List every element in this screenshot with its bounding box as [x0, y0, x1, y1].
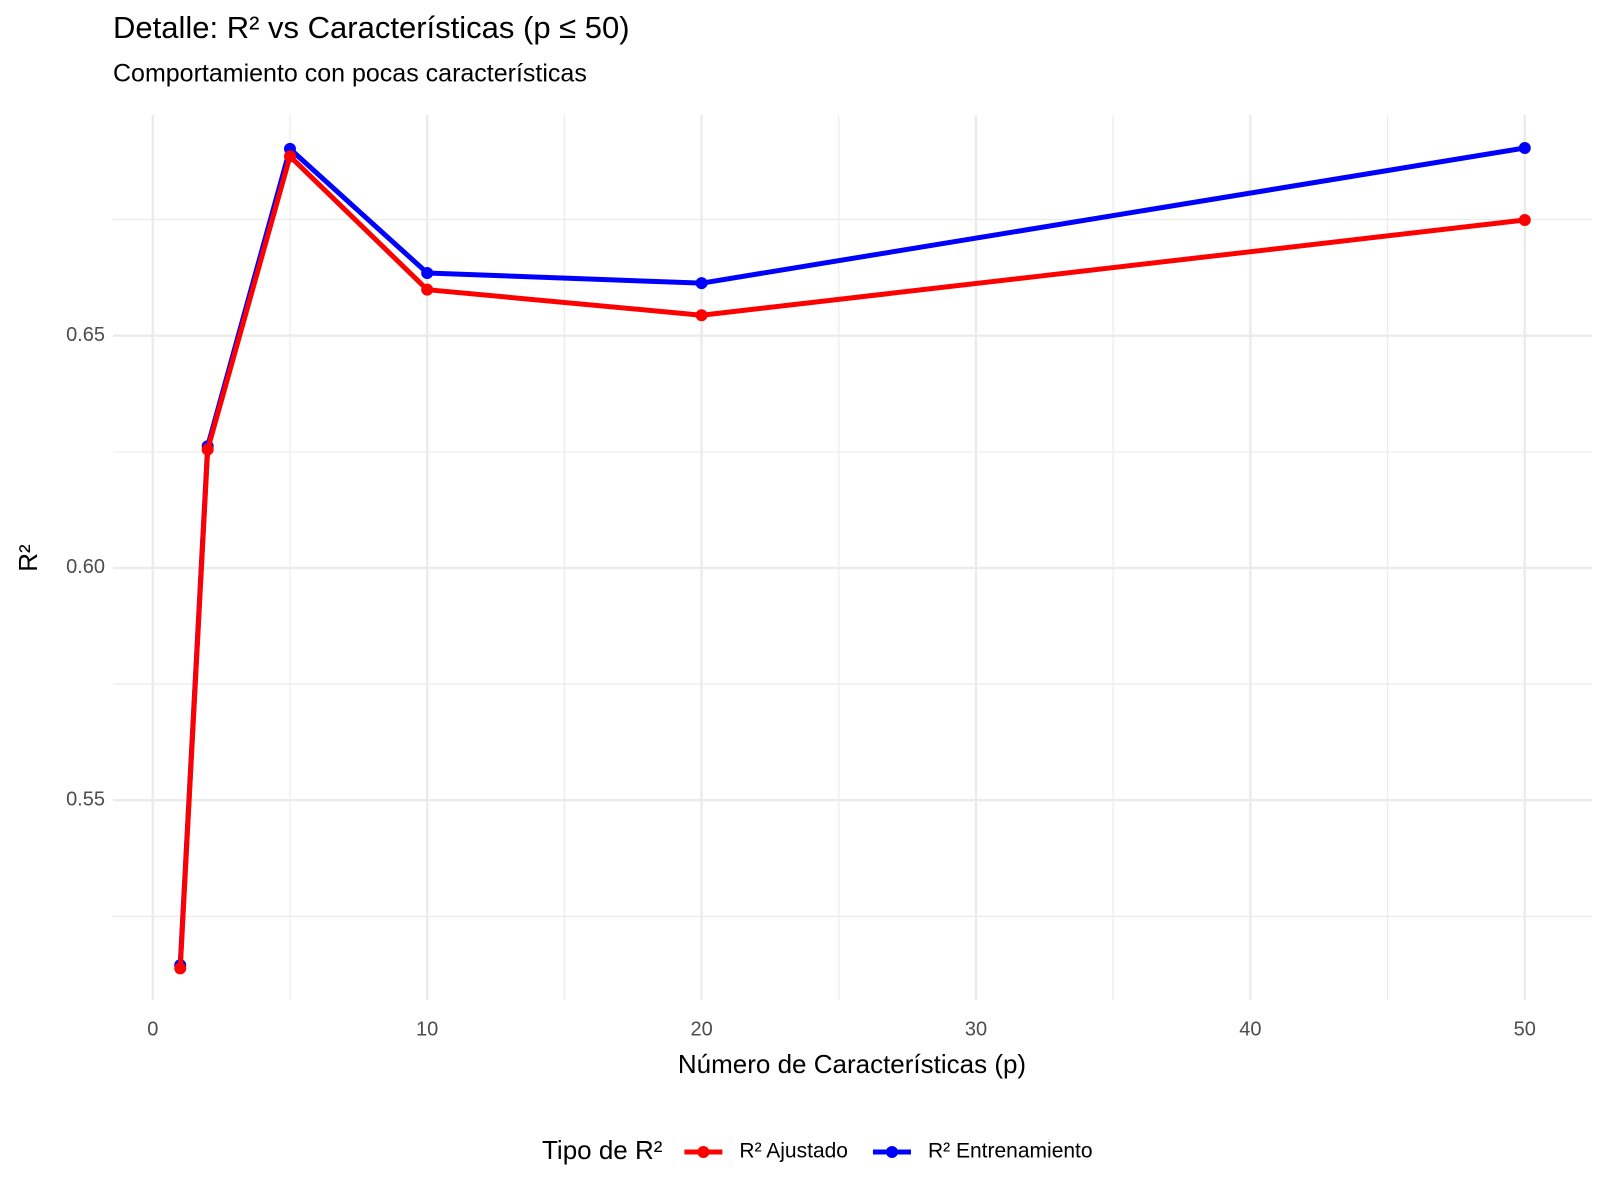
legend-label: R² Ajustado: [739, 1140, 848, 1163]
legend-key: [885, 1146, 898, 1158]
x-tick-label: 50: [1514, 1018, 1536, 1040]
y-axis-label: R²: [13, 544, 43, 572]
data-point: [695, 309, 708, 322]
x-tick-label: 30: [965, 1018, 987, 1040]
legend-label: R² Entrenamiento: [928, 1140, 1093, 1163]
y-tick-label: 0.55: [66, 789, 105, 811]
y-tick-label: 0.65: [66, 324, 105, 346]
x-tick-label: 0: [147, 1018, 158, 1040]
chart-title: Detalle: R² vs Características (p ≤ 50): [113, 10, 630, 45]
data-point: [695, 277, 708, 290]
x-tick-label: 20: [690, 1018, 712, 1040]
data-point: [421, 283, 434, 296]
x-axis-label: Número de Características (p): [678, 1049, 1026, 1079]
data-point: [1518, 213, 1531, 226]
data-point: [174, 962, 187, 975]
legend-key: [697, 1146, 710, 1158]
x-tick-label: 10: [416, 1018, 438, 1040]
y-tick-label: 0.60: [66, 556, 105, 578]
data-point: [201, 443, 214, 456]
x-tick-label: 40: [1239, 1018, 1261, 1040]
series-line: [177, 153, 1526, 969]
legend-title: Tipo de R²: [542, 1135, 663, 1165]
series-line: [177, 145, 1526, 966]
data-point: [421, 266, 434, 279]
chart-subtitle: Comportamiento con pocas características: [113, 60, 587, 88]
data-point: [1518, 141, 1531, 154]
data-point: [283, 150, 296, 163]
